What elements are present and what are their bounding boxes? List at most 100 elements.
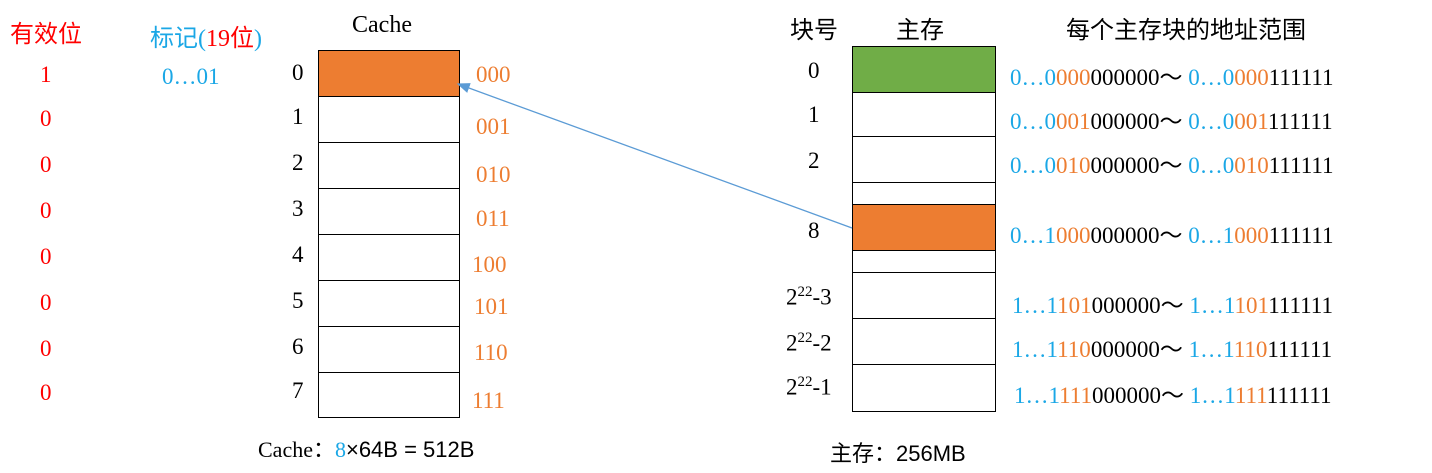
addr-part: 1…1 [1012,293,1058,318]
memory-block-label: 2 [808,148,820,173]
cache-line-index: 1 [292,104,304,129]
addr-part: 000000～ [1090,109,1189,134]
memory-gap-cell [852,182,996,206]
cache-line-binary: 100 [472,252,507,277]
cache-line-cell [318,372,460,418]
address-range: 0…0001000000～ 0…0001111111 [1010,102,1333,136]
cache-line-index: 0 [292,60,304,85]
label-tail: -3 [812,284,832,310]
addr-part: 111111 [1268,293,1333,318]
addr-part: 111111 [1268,65,1334,90]
addr-part: 101 [1057,293,1092,318]
cache-line-count: 8 [334,437,346,462]
label-base: 2 [786,330,798,356]
label-exponent: 22 [797,330,813,346]
addr-part: 0…1 [1188,223,1235,248]
label-exponent: 22 [797,284,813,300]
valid-bit: 0 [40,336,52,361]
cache-line-index: 4 [292,242,304,267]
tag-value: 0…01 [162,64,220,89]
addr-part: 000000～ [1090,65,1189,90]
addr-part: 0…0 [1010,109,1056,134]
addr-part: 0…0 [1188,65,1235,90]
block-number-header: 块号 [790,18,838,44]
memory-block-label: 1 [808,102,820,127]
tag-header-prefix: 标记( [150,26,206,52]
cache-line-binary: 001 [476,114,511,139]
cache-line-binary: 000 [476,62,511,87]
cache-title: Cache [352,12,412,38]
cache-line-binary: 110 [474,340,508,365]
label-base: 2 [786,374,798,400]
addr-part: 000 [1056,223,1091,248]
address-range-header: 每个主存块的地址范围 [1066,18,1306,44]
addr-part: 111111 [1268,153,1334,178]
memory-size: 256MB [896,441,966,466]
valid-bit: 0 [40,198,52,223]
label-base: 2 [786,284,798,310]
addr-part: 0…0 [1188,153,1235,178]
addr-part: 1…1 [1014,383,1060,408]
address-range: 1…1110000000～ 1…1110111111 [1012,330,1332,364]
addr-part: 1…1 [1188,337,1235,362]
memory-block-cell [852,318,996,366]
addr-part: 0…0 [1010,65,1056,90]
addr-part: 111111 [1267,337,1333,362]
addr-part: 101 [1234,293,1269,318]
valid-bit: 0 [40,380,52,405]
cache-line-index: 5 [292,288,304,313]
memory-caption: 主存：256MB [830,436,966,468]
cache-line-cell [318,234,460,282]
cache-caption-size: ×64B = 512B [345,437,475,462]
addr-part: 1…1 [1189,293,1235,318]
cache-caption-prefix: Cache： [258,437,335,462]
addr-part: 110 [1234,337,1268,362]
cache-line-binary: 011 [476,206,510,231]
addr-part: 010 [1234,153,1269,178]
cache-line-index: 3 [292,196,304,221]
addr-part: 000 [1056,65,1091,90]
addr-part: 000000～ [1090,337,1189,362]
address-range: 0…0000000000～ 0…0000111111 [1010,58,1333,92]
cache-line-cell [318,188,460,236]
addr-part: 0…0 [1188,109,1235,134]
addr-part: 000000～ [1090,153,1189,178]
valid-bit: 0 [40,106,52,131]
cache-line-index: 7 [292,378,304,403]
addr-part: 1…1 [1189,383,1236,408]
addr-part: 110 [1057,337,1091,362]
memory-block-label: 0 [808,58,820,83]
memory-block-cell [852,272,996,320]
addr-part: 111111 [1268,109,1333,134]
address-range: 0…1000000000～ 0…1000111111 [1010,216,1333,250]
memory-block-label: 222-3 [786,284,832,311]
addr-part: 111 [1235,383,1268,408]
valid-bit: 1 [40,62,52,87]
cache-line-binary: 010 [476,162,511,187]
cache-line-cell [318,280,460,328]
addr-part: 111 [1059,383,1092,408]
cache-line-cell [318,142,460,190]
address-range: 1…1111000000～ 1…1111111111 [1014,376,1332,410]
addr-part: 111111 [1268,223,1334,248]
addr-part: 001 [1234,109,1269,134]
tag-header: 标记(19位) [150,18,262,53]
cache-line-index: 2 [292,150,304,175]
memory-caption-prefix: 主存： [830,441,897,466]
addr-part: 000 [1234,223,1269,248]
address-range: 1…1101000000～ 1…1101111111 [1012,286,1333,320]
memory-block-cell [852,364,996,412]
addr-part: 000000～ [1091,383,1190,408]
addr-part: 001 [1056,109,1091,134]
addr-part: 000 [1234,65,1269,90]
cache-line-binary: 101 [474,294,509,319]
addr-part: 000000～ [1091,293,1190,318]
cache-line-binary: 111 [472,388,505,413]
tag-bits: 19位 [206,26,254,52]
addr-part: 0…0 [1010,153,1056,178]
memory-block-label: 222-1 [786,374,832,401]
addr-part: 1…1 [1012,337,1058,362]
addr-part: 000000～ [1090,223,1189,248]
tag-header-suffix: ) [254,26,262,52]
main-memory-header: 主存 [896,18,944,44]
